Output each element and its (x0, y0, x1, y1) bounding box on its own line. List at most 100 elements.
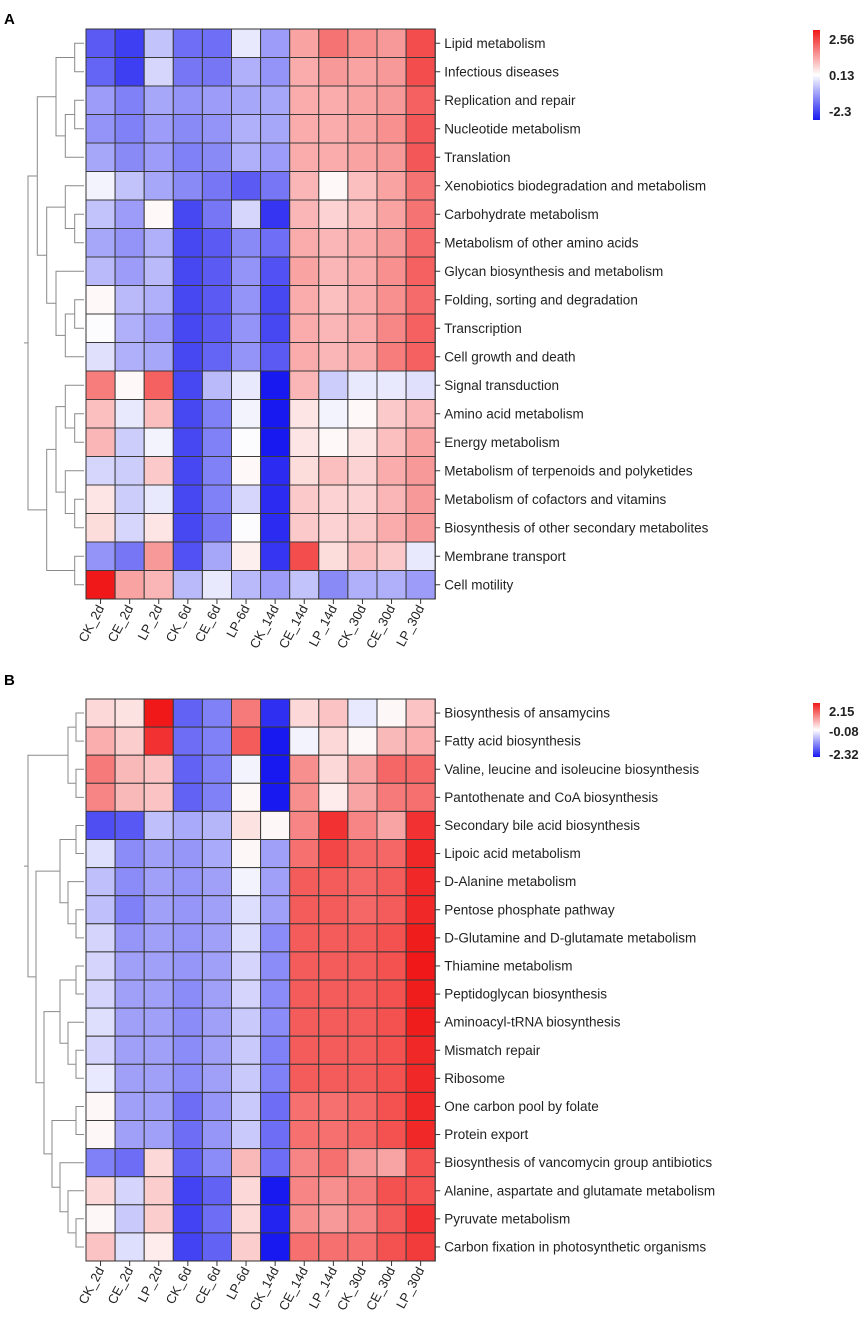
heatmap-cell-b-r13-c8 (318, 1063, 349, 1093)
heatmap-cell-b-r0-c8 (318, 698, 349, 728)
heatmap-cell-b-r17-c9 (347, 1176, 378, 1206)
heatmap-cell-a-r15-c3 (172, 456, 203, 486)
heatmap-cell-b-r15-c3 (172, 1120, 203, 1150)
heatmap-cell-b-r12-c8 (318, 1035, 349, 1065)
heatmap-cell-b-r14-c1 (114, 1091, 145, 1122)
heatmap-cell-b-r3-c0 (85, 782, 116, 812)
heatmap-cell-a-r1-c4 (201, 57, 232, 87)
heatmap-cell-b-r18-c11 (405, 1204, 436, 1234)
heatmap-cell-a-r9-c0 (85, 285, 116, 315)
heatmap-cell-b-r17-c5 (231, 1176, 262, 1206)
heatmap-cell-a-r1-c7 (289, 57, 320, 87)
heatmap-cell-a-r17-c11 (405, 513, 436, 543)
heatmap-cell-b-r15-c1 (114, 1120, 145, 1150)
heatmap-cell-a-r8-c6 (260, 256, 291, 286)
heatmap-cell-b-r16-c2 (143, 1148, 174, 1178)
heatmap-cell-b-r7-c1 (114, 895, 145, 925)
heatmap-cell-b-r0-c10 (376, 698, 407, 728)
heatmap-cell-b-r14-c3 (172, 1091, 203, 1122)
heatmap-cell-b-r17-c8 (318, 1176, 349, 1206)
row-label-b: Biosynthesis of vancomycin group antibio… (444, 1155, 712, 1170)
heatmap-cell-b-r19-c1 (114, 1232, 145, 1262)
heatmap-cell-b-r4-c10 (376, 810, 407, 841)
dendrogram-branch-a (74, 498, 84, 529)
heatmap-cell-a-r16-c5 (231, 484, 262, 514)
heatmap-cell-b-r2-c9 (347, 754, 378, 784)
heatmap-cell-b-r12-c10 (376, 1035, 407, 1065)
heatmap-cell-b-r3-c6 (260, 782, 291, 812)
legend-mid-label-b: -0.08 (829, 724, 859, 739)
heatmap-cell-a-r3-c10 (376, 114, 407, 144)
heatmap-cell-a-r13-c3 (172, 399, 203, 429)
heatmap-cell-b-r6-c5 (231, 867, 262, 897)
heatmap-cell-b-r1-c11 (405, 726, 436, 756)
heatmap-cell-a-r16-c9 (347, 484, 378, 514)
heatmap-cell-a-r6-c11 (405, 199, 436, 229)
heatmap-cell-b-r5-c8 (318, 839, 349, 869)
heatmap-cell-b-r14-c11 (405, 1091, 436, 1122)
heatmap-cell-a-r9-c6 (260, 285, 291, 315)
heatmap-cell-a-r0-c4 (201, 28, 232, 58)
heatmap-cell-b-r6-c11 (405, 867, 436, 897)
heatmap-cell-b-r7-c2 (143, 895, 174, 925)
heatmap-cell-a-r6-c10 (376, 199, 407, 229)
heatmap-cell-b-r14-c6 (260, 1091, 291, 1122)
heatmap-cell-a-r19-c11 (405, 570, 436, 600)
heatmap-cell-a-r17-c1 (114, 513, 145, 543)
heatmap-cell-b-r19-c0 (85, 1232, 116, 1262)
heatmap-cell-a-r3-c3 (172, 114, 203, 144)
heatmap-cell-b-r6-c4 (201, 867, 232, 897)
heatmap-cell-a-r14-c9 (347, 427, 378, 457)
heatmap-cell-b-r3-c9 (347, 782, 378, 812)
heatmap-cell-a-r4-c0 (85, 142, 116, 172)
heatmap-cell-b-r16-c8 (318, 1148, 349, 1178)
heatmap-cell-b-r18-c10 (376, 1204, 407, 1234)
heatmap-cell-b-r9-c1 (114, 951, 145, 981)
heatmap-cell-b-r15-c0 (85, 1120, 116, 1150)
heatmap-cell-a-r10-c0 (85, 313, 116, 343)
heatmap-cell-a-r9-c10 (376, 285, 407, 315)
heatmap-cell-a-r19-c8 (318, 570, 349, 600)
heatmap-cell-b-r17-c11 (405, 1176, 436, 1206)
heatmap-cell-b-r2-c3 (172, 754, 203, 784)
heatmap-cell-a-r15-c5 (231, 456, 262, 486)
heatmap-cell-b-r11-c4 (201, 1007, 232, 1037)
heatmap-cell-b-r18-c0 (85, 1204, 116, 1234)
heatmap-cell-b-r11-c9 (347, 1007, 378, 1037)
row-label-b: Thiamine metabolism (444, 958, 572, 973)
row-label-b: Mismatch repair (444, 1043, 541, 1058)
heatmap-cell-b-r15-c4 (201, 1120, 232, 1150)
row-label-a: Infectious diseases (444, 64, 559, 79)
heatmap-cell-a-r8-c9 (347, 256, 378, 286)
heatmap-cell-b-r0-c4 (201, 698, 232, 728)
heatmap-cell-a-r9-c3 (172, 285, 203, 315)
heatmap-cell-b-r2-c7 (289, 754, 320, 784)
heatmap-cell-a-r8-c10 (376, 256, 407, 286)
heatmap-cells-a (85, 28, 436, 600)
heatmap-cell-b-r9-c5 (231, 951, 262, 981)
row-dendrogram-a (24, 42, 84, 586)
heatmap-cell-a-r11-c3 (172, 342, 203, 372)
heatmap-cell-b-r2-c10 (376, 754, 407, 784)
column-label-b: LP_2d (135, 1264, 166, 1304)
heatmap-cell-b-r0-c6 (260, 698, 291, 728)
heatmap-cell-b-r15-c7 (289, 1120, 320, 1150)
heatmap-cell-a-r5-c11 (405, 171, 436, 201)
row-label-b: Alanine, aspartate and glutamate metabol… (444, 1183, 715, 1198)
heatmap-cell-b-r17-c10 (376, 1176, 407, 1206)
column-label-b: CK_2d (75, 1264, 107, 1306)
heatmap-cell-a-r4-c5 (231, 142, 262, 172)
heatmap-cell-b-r14-c2 (143, 1091, 174, 1122)
heatmap-cell-b-r5-c7 (289, 839, 320, 869)
heatmap-cell-b-r15-c11 (405, 1120, 436, 1150)
heatmap-panel-a: A Lipid metabolism Infectious diseases Rep… (4, 11, 854, 651)
heatmap-cell-a-r6-c8 (318, 199, 349, 229)
heatmap-cell-a-r6-c9 (347, 199, 378, 229)
heatmap-cell-b-r3-c3 (172, 782, 203, 812)
heatmap-cell-b-r5-c11 (405, 839, 436, 869)
row-label-b: Lipoic acid metabolism (444, 846, 581, 861)
heatmap-cell-a-r19-c10 (376, 570, 407, 600)
heatmap-cell-b-r9-c8 (318, 951, 349, 981)
heatmap-cell-a-r18-c0 (85, 541, 116, 571)
heatmap-cell-b-r19-c8 (318, 1232, 349, 1262)
